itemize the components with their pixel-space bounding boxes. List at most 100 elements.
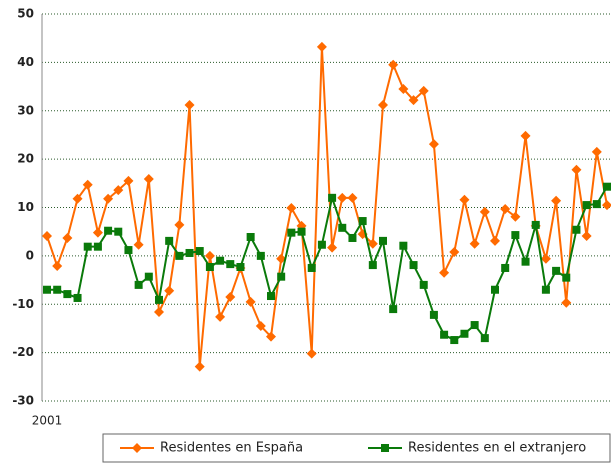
point — [520, 130, 531, 141]
point — [582, 201, 591, 210]
point — [82, 179, 93, 190]
point — [581, 231, 592, 242]
point — [449, 247, 460, 258]
point — [531, 220, 540, 229]
point — [143, 173, 154, 184]
point — [551, 195, 562, 206]
point — [490, 235, 500, 246]
point — [450, 336, 459, 345]
y-tick-label: 20 — [17, 152, 34, 166]
y-tick-label: -20 — [12, 345, 34, 359]
point — [42, 231, 52, 242]
legend-label: Residentes en el extranjero — [408, 441, 586, 456]
x-tick-label: 2001 — [32, 414, 63, 428]
point — [521, 257, 530, 266]
point — [134, 280, 143, 289]
point — [246, 233, 255, 242]
point — [591, 146, 602, 157]
point — [571, 164, 582, 175]
point — [123, 175, 134, 186]
point — [439, 267, 450, 278]
y-tick-label: 40 — [17, 55, 34, 69]
point — [459, 194, 470, 205]
point — [368, 261, 377, 270]
point — [144, 272, 153, 281]
point — [93, 242, 102, 251]
point — [277, 272, 286, 281]
point — [561, 297, 572, 308]
point — [62, 232, 73, 243]
point — [338, 223, 347, 232]
y-tick-label: 50 — [17, 7, 34, 21]
point — [103, 193, 114, 204]
point — [500, 203, 511, 214]
point — [236, 263, 245, 272]
point — [267, 292, 275, 301]
point — [52, 261, 63, 272]
point — [132, 443, 142, 453]
point — [552, 266, 561, 275]
point — [541, 285, 550, 294]
point — [316, 41, 327, 52]
point — [317, 240, 326, 249]
point — [460, 329, 469, 338]
point — [225, 291, 236, 302]
point — [72, 193, 83, 204]
point — [511, 231, 520, 240]
legend-label: Residentes en España — [160, 441, 303, 456]
point — [194, 361, 205, 372]
point — [337, 192, 348, 203]
point — [133, 239, 144, 250]
point — [245, 296, 256, 307]
point — [379, 236, 387, 245]
point — [83, 242, 92, 251]
point — [165, 236, 174, 245]
point — [286, 202, 297, 213]
point — [256, 251, 265, 260]
point — [43, 285, 51, 294]
point — [287, 228, 296, 237]
point — [195, 247, 204, 256]
point — [327, 242, 338, 253]
point — [572, 225, 581, 234]
point — [104, 226, 113, 235]
point — [53, 285, 62, 294]
point — [408, 95, 419, 106]
point — [491, 285, 499, 294]
point — [540, 253, 551, 264]
y-tick-label: 30 — [17, 103, 34, 117]
point — [381, 444, 389, 452]
point — [378, 99, 388, 110]
point — [428, 139, 439, 150]
point — [185, 248, 194, 257]
point — [510, 211, 521, 222]
point — [479, 206, 490, 217]
point — [175, 251, 184, 260]
point — [114, 227, 123, 236]
point — [174, 219, 185, 230]
point — [155, 295, 163, 304]
point — [226, 260, 235, 269]
point — [358, 217, 367, 226]
point — [419, 280, 428, 289]
point — [73, 293, 82, 302]
point — [276, 253, 287, 264]
point — [592, 200, 601, 209]
point — [398, 83, 409, 94]
point — [347, 192, 358, 203]
point — [348, 233, 357, 242]
point — [603, 182, 611, 191]
point — [440, 330, 449, 339]
point — [480, 334, 489, 343]
y-tick-label: 0 — [26, 248, 34, 262]
point — [113, 185, 124, 196]
point — [63, 290, 72, 299]
point — [389, 305, 398, 314]
point — [388, 59, 399, 70]
point — [255, 321, 266, 332]
point — [164, 285, 175, 296]
point — [409, 261, 418, 270]
point — [307, 263, 316, 272]
point — [204, 250, 215, 261]
